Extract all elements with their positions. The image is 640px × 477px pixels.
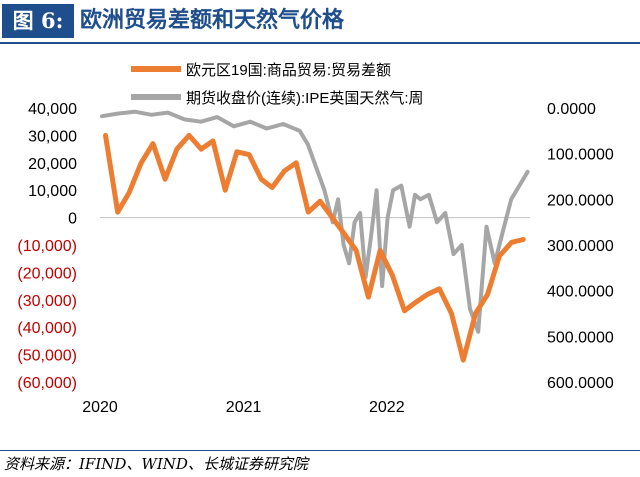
left-tick-label: (20,000) — [17, 265, 77, 282]
left-tick-label: (50,000) — [17, 348, 77, 365]
figure-label: 图 6: — [2, 4, 74, 38]
left-axis-ticks: 40,000 30,000 20,000 10,000 0 (10,000) (20,000… — [17, 101, 77, 392]
footer-rule — [0, 450, 640, 451]
left-tick-label: 10,000 — [28, 183, 77, 200]
header-rule — [0, 42, 640, 44]
left-tick-label: 20,000 — [28, 156, 77, 173]
right-tick-label: 0.0000 — [547, 101, 596, 118]
right-tick-label: 300.0000 — [547, 238, 614, 255]
left-tick-label: (30,000) — [17, 293, 77, 310]
plot-lines — [100, 109, 530, 363]
series-line-gas-price — [100, 109, 530, 334]
x-tick-label: 2021 — [226, 399, 262, 416]
figure-header: 图 6: 欧洲贸易差额和天然气价格 — [0, 0, 640, 44]
left-tick-label: 40,000 — [28, 101, 77, 118]
source-note: 资料来源：IFIND、WIND、长城证券研究院 — [4, 455, 308, 473]
right-tick-label: 500.0000 — [547, 329, 614, 346]
right-tick-label: 100.0000 — [547, 147, 614, 164]
x-tick-label: 2022 — [369, 399, 405, 416]
x-tick-label: 2020 — [82, 399, 118, 416]
left-tick-label: 30,000 — [28, 128, 77, 145]
chart: 欧元区19国:商品贸易:贸易差额 期货收盘价(连续):IPE英国天然气:周 40… — [17, 62, 614, 416]
right-tick-label: 600.0000 — [547, 375, 614, 392]
legend-label-gas-price: 期货收盘价(连续):IPE英国天然气:周 — [186, 89, 424, 107]
left-tick-label: (60,000) — [17, 375, 77, 392]
left-tick-label: (40,000) — [17, 320, 77, 337]
x-axis-ticks: 2020 2021 2022 — [82, 399, 404, 416]
right-axis-ticks: 0.0000 100.0000 200.0000 300.0000 400.0000 50… — [547, 101, 614, 392]
series-line-trade-balance — [103, 132, 526, 363]
right-tick-label: 200.0000 — [547, 192, 614, 209]
figure-title: 欧洲贸易差额和天然气价格 — [80, 8, 345, 33]
legend: 欧元区19国:商品贸易:贸易差额 期货收盘价(连续):IPE英国天然气:周 — [131, 62, 424, 107]
right-tick-label: 400.0000 — [547, 284, 614, 301]
left-tick-label: 0 — [68, 211, 77, 228]
legend-label-trade-balance: 欧元区19国:商品贸易:贸易差额 — [186, 62, 391, 79]
left-tick-label: (10,000) — [17, 238, 77, 255]
